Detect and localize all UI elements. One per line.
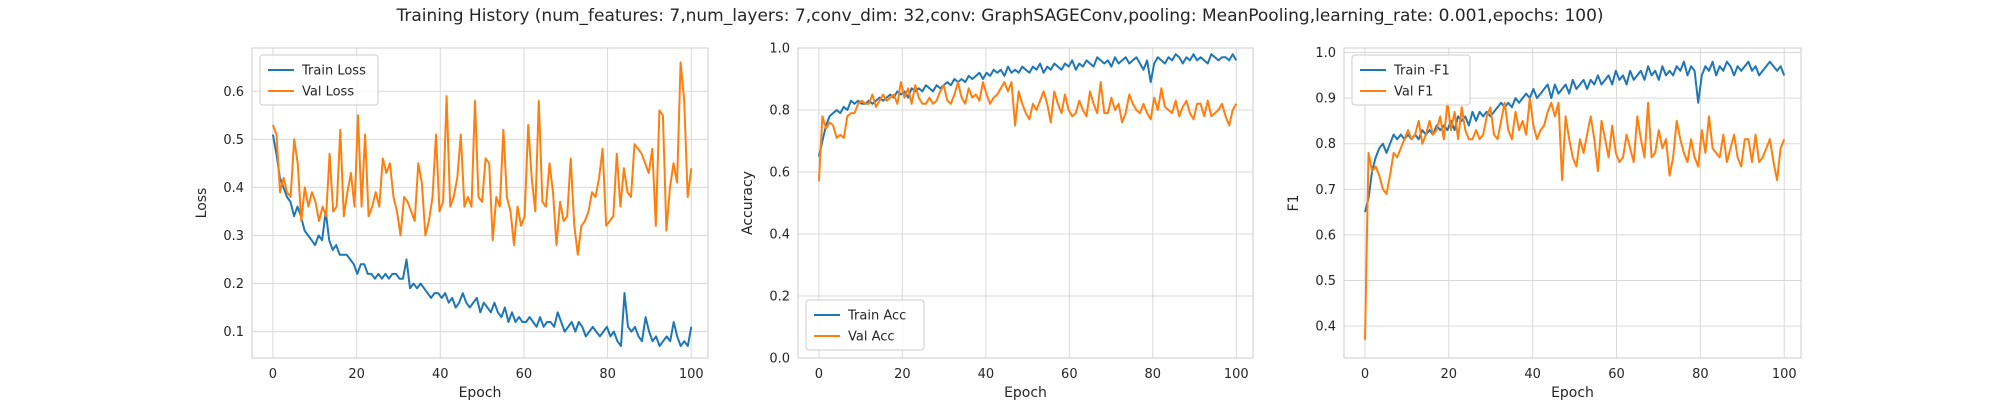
f1-ytick-label: 0.6: [1315, 228, 1336, 243]
loss-ylabel: Loss: [194, 188, 210, 219]
f1-xtick-label: 100: [1772, 367, 1797, 382]
loss-ytick-label: 0.5: [223, 133, 244, 148]
loss-xtick-label: 40: [432, 367, 449, 382]
loss-plot-frame: [251, 47, 709, 359]
f1-legend-label: Val F1: [1394, 85, 1433, 100]
f1-series-train-line: [1364, 60, 1786, 213]
accuracy-legend-label: Train Acc: [847, 309, 906, 324]
loss-xtick-label: 0: [269, 367, 277, 382]
f1-xtick-label: 60: [1608, 367, 1625, 382]
chart-panels: 0 20 40 60 80 100 0.1 0.2 0.3 0.4 0.5 0.6 Epoch Loss T…: [194, 42, 1802, 400]
accuracy-xtick-label: 80: [1145, 367, 1162, 382]
f1-ytick-label: 1.0: [1315, 46, 1336, 61]
loss-xtick-label: 20: [348, 367, 365, 382]
accuracy-ytick-label: 0.0: [769, 352, 790, 367]
loss-xtick-label: 80: [599, 367, 616, 382]
accuracy-xtick-label: 100: [1224, 367, 1249, 382]
f1-xtick-label: 80: [1692, 367, 1709, 382]
accuracy-xtick-label: 40: [978, 367, 995, 382]
loss-legend-label: Val Loss: [302, 85, 354, 100]
f1-legend: Train -F1 Val F1: [1351, 54, 1471, 106]
accuracy-legend: Train Acc Val Acc: [805, 299, 925, 351]
f1-series-val-line: [1364, 97, 1786, 340]
accuracy-ytick-label: 0.4: [769, 228, 790, 243]
loss-xtick-label: 60: [516, 367, 533, 382]
loss-xlabel: Epoch: [459, 385, 502, 400]
f1-ytick-label: 0.9: [1315, 92, 1336, 107]
loss-ytick-label: 0.3: [223, 229, 244, 244]
f1-plot-frame: [1343, 47, 1802, 359]
f1-ytick-label: 0.4: [1315, 320, 1336, 335]
f1-legend-label: Train -F1: [1393, 64, 1450, 79]
accuracy-chart: 0 20 40 60 80 100 0.0 0.2 0.4 0.6 0.8 1.0 Epoch Accur…: [740, 42, 1254, 400]
f1-ytick-label: 0.8: [1315, 137, 1336, 152]
loss-xtick-label: 100: [679, 367, 704, 382]
accuracy-ytick-label: 1.0: [769, 42, 790, 57]
accuracy-ytick-label: 0.2: [769, 290, 790, 305]
loss-legend-label: Train Loss: [301, 64, 366, 79]
loss-legend: Train Loss Val Loss: [259, 54, 379, 106]
f1-xtick-label: 40: [1524, 367, 1541, 382]
accuracy-plot-frame: [797, 47, 1254, 359]
loss-series-train-line: [271, 134, 693, 347]
loss-series-val-line: [271, 61, 693, 256]
f1-legend-box: [1351, 54, 1471, 106]
f1-xtick-label: 20: [1441, 367, 1458, 382]
loss-chart: 0 20 40 60 80 100 0.1 0.2 0.3 0.4 0.5 0.6 Epoch Loss T…: [194, 47, 709, 400]
loss-ytick-label: 0.4: [223, 181, 244, 196]
accuracy-xtick-label: 60: [1061, 367, 1078, 382]
f1-ytick-label: 0.7: [1315, 183, 1336, 198]
loss-ytick-label: 0.2: [223, 277, 244, 292]
accuracy-series-train-line: [817, 53, 1238, 157]
accuracy-ytick-label: 0.8: [769, 104, 790, 119]
accuracy-ylabel: Accuracy: [740, 171, 756, 235]
f1-xlabel: Epoch: [1551, 385, 1594, 400]
f1-ytick-label: 0.5: [1315, 274, 1336, 289]
f1-xtick-label: 0: [1361, 367, 1369, 382]
accuracy-ytick-label: 0.6: [769, 166, 790, 181]
accuracy-xtick-label: 20: [894, 367, 911, 382]
accuracy-legend-label: Val Acc: [848, 330, 895, 345]
f1-ylabel: F1: [1286, 195, 1302, 212]
accuracy-series-val-line: [817, 81, 1238, 182]
figure-title: Training History (num_features: 7,num_la…: [395, 6, 1603, 26]
accuracy-legend-box: [805, 299, 925, 351]
accuracy-xlabel: Epoch: [1004, 385, 1047, 400]
loss-ytick-label: 0.6: [223, 85, 244, 100]
accuracy-xtick-label: 0: [815, 367, 823, 382]
f1-chart: 0 20 40 60 80 100 0.4 0.5 0.6 0.7 0.8 0.9 1.0 Epoch F1…: [1286, 46, 1802, 400]
loss-legend-box: [259, 54, 379, 106]
loss-ytick-label: 0.1: [223, 325, 244, 340]
